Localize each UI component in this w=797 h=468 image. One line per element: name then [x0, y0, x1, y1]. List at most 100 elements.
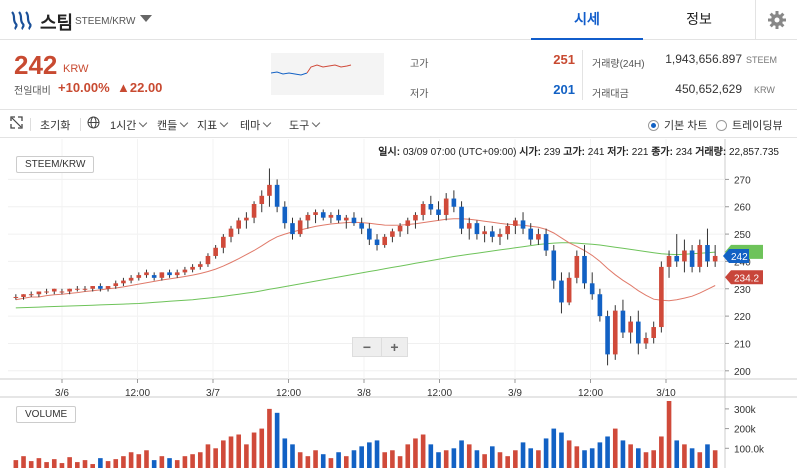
candle-body: [413, 214, 418, 221]
x-tick-label: 12:00: [427, 388, 452, 399]
candle-body: [505, 225, 510, 235]
tools-dropdown[interactable]: 도구: [289, 117, 321, 133]
candle-body: [443, 198, 449, 215]
y-tick-label: 200: [734, 367, 751, 378]
candle-body: [620, 310, 626, 333]
candle-body: [612, 310, 618, 355]
candle-body: [105, 286, 111, 289]
ma-long-line: [15, 242, 716, 309]
volume-bar: [174, 460, 180, 468]
ohlc-low-label: 저가:: [607, 147, 629, 158]
volume-bar: [428, 444, 434, 468]
volume-bar: [520, 442, 526, 468]
chart-area[interactable]: 2002102202302402502602703/612:003/712:00…: [0, 139, 797, 468]
candle-body: [528, 228, 534, 240]
current-price: 242: [14, 50, 58, 80]
volume-bar: [51, 459, 57, 468]
volume-label: 거래량(24H): [592, 59, 645, 70]
tab-market[interactable]: 시세: [531, 0, 643, 40]
candle-body: [228, 228, 234, 237]
volume-bar: [282, 438, 288, 468]
ohlc-volume: 22,857.735: [728, 147, 779, 158]
candle-body: [59, 291, 65, 293]
volume-bar: [267, 408, 272, 468]
volume-bar: [305, 456, 311, 468]
candle-body: [559, 280, 564, 303]
candle-body: [44, 291, 49, 293]
candle-label: 캔들: [157, 120, 178, 132]
volume-bar: [98, 458, 103, 468]
ohlc-open: 239: [543, 147, 561, 158]
indicator-dropdown[interactable]: 지표: [197, 117, 229, 133]
volume-bar: [451, 448, 457, 468]
mini-price-chart: [271, 53, 384, 95]
candle-body: [367, 228, 372, 240]
settings-button[interactable]: [755, 0, 797, 40]
toolbar-separator: [30, 118, 31, 131]
change-percent: +10.00%: [58, 80, 110, 95]
divider: [582, 50, 583, 100]
volume-bar: [351, 450, 357, 468]
volume-bar: [328, 458, 334, 468]
candle-body: [390, 231, 395, 237]
series-label: STEEM/KRW: [16, 156, 95, 173]
reset-button[interactable]: 초기화: [40, 120, 71, 132]
gear-icon: [768, 11, 786, 29]
y-tick-label: 250: [734, 230, 751, 241]
caret-down-icon[interactable]: [140, 15, 152, 22]
candle-body: [459, 206, 464, 229]
expand-icon[interactable]: [10, 116, 23, 132]
candle-body: [267, 184, 272, 196]
volume-bar: [197, 452, 203, 468]
candle-body: [551, 250, 557, 281]
ohlc-open-label: 시가:: [519, 147, 542, 158]
tools-label: 도구: [289, 120, 310, 132]
interval-dropdown[interactable]: 1시간: [110, 117, 148, 133]
candlestick-chart[interactable]: 2002102202302402502602703/612:003/712:00…: [0, 139, 797, 468]
x-tick-label: 3/7: [206, 388, 220, 399]
candle-body: [643, 337, 649, 344]
volume-bar: [497, 452, 503, 468]
volume-bar: [82, 460, 88, 468]
volume-bar: [574, 446, 580, 468]
zoom-in-button[interactable]: +: [381, 338, 407, 356]
candle-body: [305, 214, 311, 221]
steem-logo-icon: [11, 11, 32, 30]
volume-bar: [466, 444, 472, 468]
candle-body: [297, 220, 303, 235]
volume-bar: [643, 452, 649, 468]
candle-body: [320, 212, 326, 218]
candle-body: [497, 234, 503, 237]
candle-body: [482, 231, 487, 235]
volume-bar: [236, 434, 242, 468]
tradingview-radio[interactable]: 트레이딩뷰: [716, 117, 783, 133]
coin-name: 스팀: [40, 13, 74, 33]
globe-icon[interactable]: [87, 116, 100, 132]
basic-chart-radio[interactable]: 기본 차트: [648, 117, 708, 133]
candle-dropdown[interactable]: 캔들: [157, 117, 189, 133]
chevron-down-icon: [263, 118, 272, 128]
candle-body: [82, 288, 88, 290]
tab-info[interactable]: 정보: [686, 11, 712, 27]
volume-bar: [674, 440, 680, 468]
amount-label: 거래대금: [592, 89, 629, 100]
volume-bar: [505, 456, 510, 468]
zoom-out-button[interactable]: −: [362, 339, 372, 355]
volume-bar: [343, 456, 349, 468]
candle-body: [397, 225, 403, 232]
volume-bar: [705, 444, 710, 468]
volume-bar: [420, 434, 426, 468]
volume-bar: [228, 436, 234, 468]
ma-short-tag: [725, 270, 763, 285]
volume-bar: [612, 428, 618, 468]
volume-bar: [290, 444, 295, 468]
candle-body: [190, 266, 195, 270]
theme-dropdown[interactable]: 테마: [240, 117, 272, 133]
volume-tick-label: 300k: [734, 405, 757, 416]
volume-bar: [90, 464, 95, 468]
price-unit: KRW: [63, 63, 89, 75]
candle-body: [543, 234, 549, 251]
candle-body: [75, 288, 80, 290]
volume-bar: [566, 440, 572, 468]
volume-bar: [597, 442, 603, 468]
